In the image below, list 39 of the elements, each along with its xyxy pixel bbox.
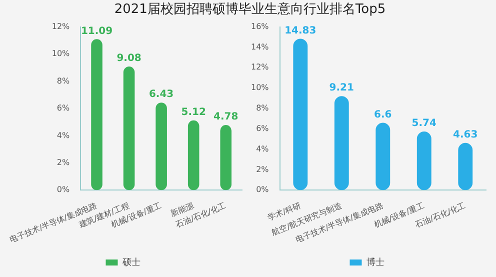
y-tick-label: 6% bbox=[56, 104, 70, 113]
bar bbox=[123, 66, 135, 190]
y-tick-label: 0% bbox=[56, 185, 70, 194]
y-tick-label: 8% bbox=[56, 76, 70, 86]
data-label: 9.08 bbox=[116, 53, 142, 64]
bar bbox=[188, 120, 200, 190]
y-tick-label: 8% bbox=[256, 104, 270, 113]
data-label: 6.6 bbox=[374, 109, 392, 120]
y-tick-label: 4% bbox=[56, 130, 70, 140]
y-tick-label: 2% bbox=[56, 158, 70, 167]
y-tick-label: 12% bbox=[251, 62, 270, 72]
y-tick-label: 6% bbox=[256, 124, 270, 133]
bar bbox=[376, 122, 390, 190]
y-tick-label: 10% bbox=[251, 83, 270, 92]
bar bbox=[220, 125, 232, 190]
bar bbox=[91, 39, 102, 190]
bar bbox=[293, 38, 308, 190]
data-label: 4.78 bbox=[214, 112, 238, 123]
y-tick-label: 12% bbox=[52, 22, 70, 31]
y-tick-label: 14% bbox=[251, 42, 270, 52]
legend-label: 博士 bbox=[366, 256, 384, 268]
bar bbox=[334, 96, 349, 190]
data-label: 6.43 bbox=[148, 89, 174, 100]
chart-title: 2021届校园招聘硕博毕业生意向行业排名Top5 bbox=[113, 1, 387, 19]
data-label: 5.12 bbox=[181, 107, 206, 118]
data-label: 14.83 bbox=[284, 25, 316, 36]
bar bbox=[416, 132, 432, 190]
data-label: 11.09 bbox=[80, 26, 113, 37]
y-tick-label: 0% bbox=[256, 185, 270, 194]
data-label: 4.63 bbox=[453, 129, 478, 140]
data-label: 5.74 bbox=[412, 118, 437, 130]
y-tick-label: 16% bbox=[251, 22, 270, 31]
bar bbox=[458, 142, 473, 190]
y-tick-label: 2% bbox=[256, 164, 270, 174]
legend-label: 硕士 bbox=[121, 256, 140, 268]
y-tick-label: 4% bbox=[256, 144, 270, 154]
y-tick-label: 10% bbox=[52, 49, 70, 58]
bar bbox=[156, 102, 167, 190]
data-label: 9.21 bbox=[329, 82, 354, 94]
